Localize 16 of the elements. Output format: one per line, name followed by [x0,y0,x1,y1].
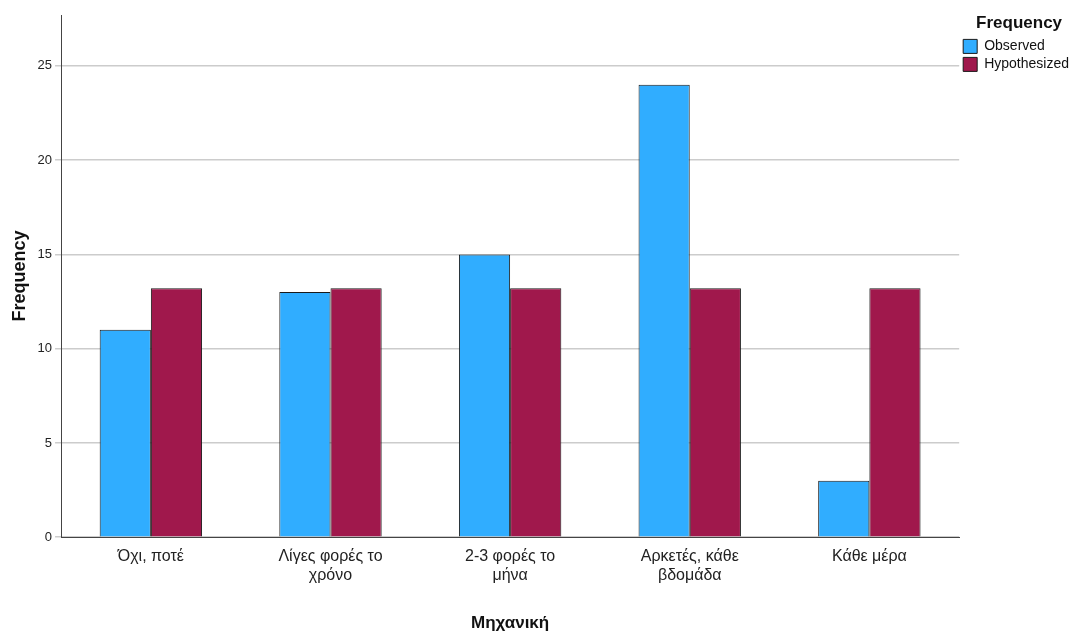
legend-title: Frequency [976,13,1063,33]
x-tick-label: 2-3 φορές το μήνα [465,547,556,584]
legend-label: Observed [984,37,1045,54]
y-tick-label: 0 [44,528,53,544]
x-tick-label: Κάθε μέρα [831,547,907,565]
x-tick-label: Αρκετές, κάθε βδομάδα [640,547,739,584]
x-tick-label: Λίγες φορές το χρόνο [278,547,383,584]
y-tick-label: 25 [37,57,53,73]
y-tick-label: 5 [44,434,53,450]
y-tick-label: 10 [37,340,53,356]
x-tick-label: Όχι, ποτέ [116,547,184,565]
x-axis-title: Μηχανική [471,613,550,633]
y-tick-label: 20 [37,151,53,167]
y-axis-title: Frequency [8,230,29,322]
y-tick-label: 15 [37,246,53,261]
legend-label: Hypothesized [984,55,1069,72]
